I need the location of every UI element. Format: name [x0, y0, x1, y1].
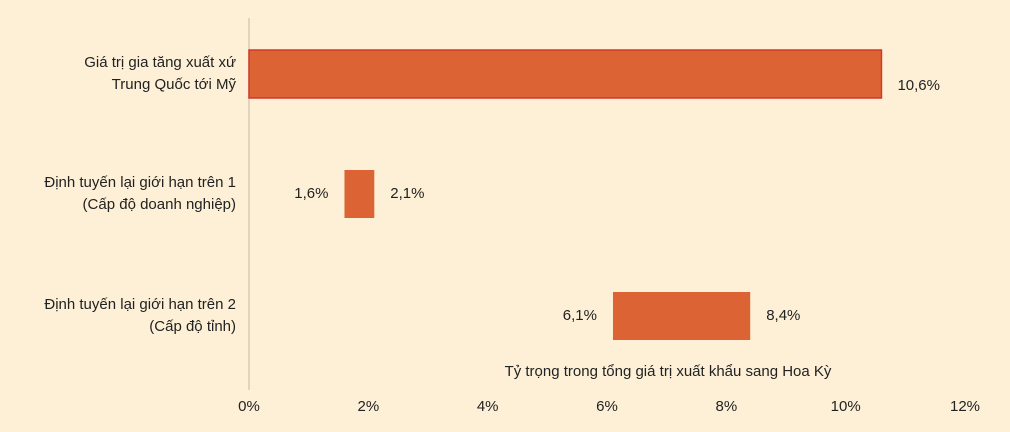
x-tick-label: 6% [596, 398, 618, 415]
x-tick-label: 8% [715, 398, 737, 415]
bar [612, 292, 751, 340]
category-label: Định tuyến lại giới hạn trên 1 [44, 174, 236, 191]
category-label: (Cấp độ tỉnh) [149, 318, 236, 335]
x-tick-label: 12% [950, 398, 980, 415]
low-label: 6,1% [563, 307, 597, 324]
high-label: 2,1% [390, 185, 424, 202]
x-tick-label: 4% [477, 398, 499, 415]
x-tick-label: 0% [238, 398, 260, 415]
category-label: Giá trị gia tăng xuất xứ [84, 54, 236, 71]
category-label: (Cấp độ doanh nghiệp) [83, 196, 236, 213]
bar [248, 49, 883, 99]
high-label: 10,6% [897, 77, 940, 94]
x-axis-label: Tỷ trọng trong tổng giá trị xuất khẩu sa… [505, 363, 832, 380]
high-label: 8,4% [766, 307, 800, 324]
category-label: Trung Quốc tới Mỹ [112, 76, 237, 93]
bar [344, 170, 375, 218]
low-label: 1,6% [294, 185, 328, 202]
x-tick-label: 10% [831, 398, 861, 415]
x-tick-label: 2% [357, 398, 379, 415]
category-label: Định tuyến lại giới hạn trên 2 [44, 296, 236, 313]
